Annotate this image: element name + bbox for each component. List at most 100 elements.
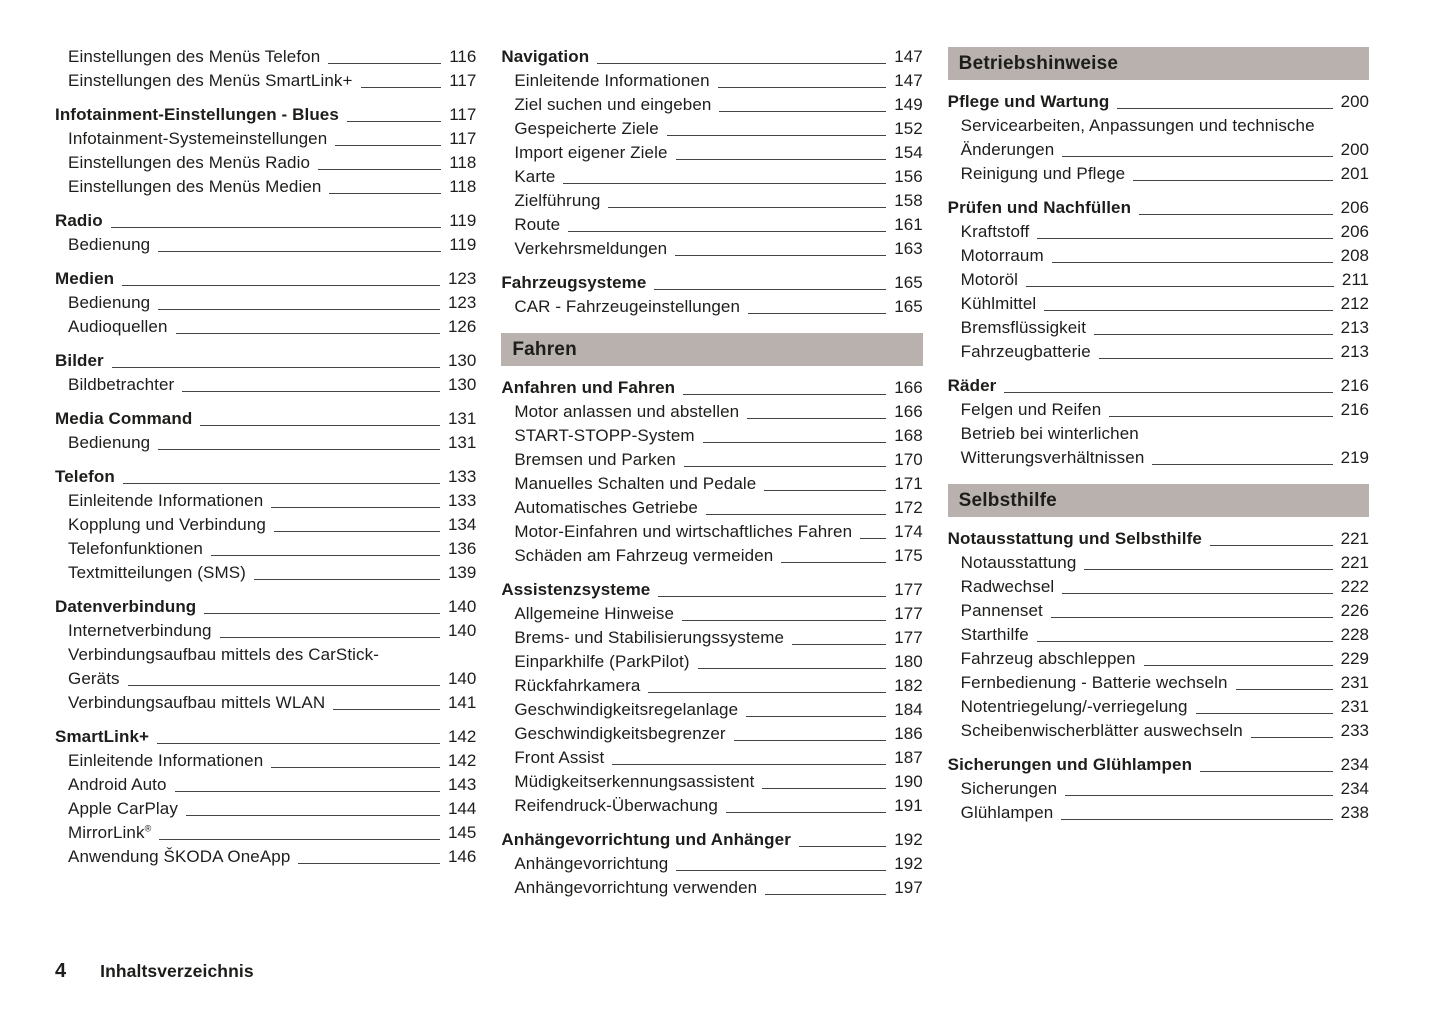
page-ref: 154 — [894, 143, 923, 162]
leader-line — [1050, 617, 1333, 618]
toc-entry-sub: Änderungen 200 — [948, 138, 1369, 162]
leader-line — [697, 668, 887, 669]
toc-entry-sub: Ziel suchen und eingeben 149 — [501, 93, 922, 117]
leader-line — [608, 207, 887, 208]
page-ref: 234 — [1340, 755, 1369, 774]
page-ref: 216 — [1340, 376, 1369, 395]
toc-entry-sub: Bildbetrachter 130 — [55, 373, 476, 397]
toc-entry-label: Einstellungen des Menüs Telefon — [68, 47, 321, 66]
leader-line — [702, 442, 887, 443]
leader-line — [1065, 795, 1333, 796]
page-ref: 118 — [449, 177, 477, 196]
toc-entry-sub: Textmitteilungen (SMS) 139 — [55, 561, 476, 585]
toc-entry-sub: Import eigener Ziele 154 — [501, 141, 922, 165]
toc-entry-wrapped: Betrieb bei winterlichen Witterungsverhäl… — [948, 422, 1369, 470]
leader-line — [318, 169, 442, 170]
section-header-label: Selbsthilfe — [958, 490, 1057, 511]
page-ref: 140 — [447, 597, 477, 616]
leader-line — [748, 313, 887, 314]
toc-entry-sub: Anwendung ŠKODA OneApp 146 — [55, 845, 476, 869]
page-ref: 238 — [1340, 803, 1369, 822]
page-ref: 221 — [1340, 553, 1369, 572]
page-ref: 177 — [894, 628, 923, 647]
toc-entry-label: Bedienung — [68, 293, 151, 312]
leader-line — [612, 764, 887, 765]
leader-line — [175, 333, 440, 334]
leader-line — [1004, 392, 1333, 393]
toc-entry-label: SmartLink+ — [55, 727, 150, 746]
toc-entry-label: Starthilfe — [960, 625, 1029, 644]
leader-line — [1209, 545, 1333, 546]
toc-entry-label: Apple CarPlay — [68, 799, 178, 818]
leader-line — [335, 145, 442, 146]
toc-entry-sub: Einleitende Informationen 147 — [501, 69, 922, 93]
toc-entry-sub: Bremsflüssigkeit 213 — [948, 316, 1369, 340]
leader-line — [1139, 214, 1333, 215]
toc-entry-label: Brems- und Stabilisierungssysteme — [514, 628, 785, 647]
toc-entry-main: Pflege und Wartung 200 — [948, 90, 1369, 114]
toc-entry-label: Bedienung — [68, 433, 151, 452]
leader-line — [682, 620, 887, 621]
toc-entry-sub: Fahrzeug abschleppen 229 — [948, 647, 1369, 671]
toc-entry-main: Navigation 147 — [501, 45, 922, 69]
page-ref: 170 — [894, 450, 923, 469]
toc-entry-label: Media Command — [55, 409, 193, 428]
page-ref: 147 — [894, 71, 923, 90]
page-ref: 177 — [894, 580, 923, 599]
leader-line — [798, 846, 887, 847]
leader-line — [747, 418, 887, 419]
section-header: Betriebshinweise — [947, 47, 1369, 80]
toc-entry-label: Rückfahrkamera — [514, 676, 641, 695]
toc-entry-label: Einparkhilfe (ParkPilot) — [514, 652, 690, 671]
page-ref: 119 — [449, 211, 477, 230]
page-ref: 233 — [1340, 721, 1369, 740]
leader-line — [122, 285, 440, 286]
page-ref: 180 — [894, 652, 923, 671]
leader-line — [1051, 262, 1333, 263]
toc-entry-main: Assistenzsysteme 177 — [501, 578, 922, 602]
leader-line — [683, 394, 887, 395]
toc-entry-sub: Motoröl 211 — [948, 268, 1369, 292]
toc-entry-label: Telefon — [55, 467, 115, 486]
toc-entry-sub: Audioquellen 126 — [55, 315, 476, 339]
toc-entry-label: Notausstattung und Selbsthilfe — [947, 529, 1202, 548]
toc-entry-sub: Motor anlassen und abstellen 166 — [501, 400, 922, 424]
leader-line — [1062, 593, 1333, 594]
toc-entry-sub: Reifendruck-Überwachung 191 — [501, 794, 922, 818]
toc-entry-label: Fernbedienung - Batterie wechseln — [960, 673, 1228, 692]
page-ref: 172 — [894, 498, 923, 517]
page-ref: 141 — [447, 693, 477, 712]
toc-entry-label: Anwendung ŠKODA OneApp — [68, 847, 291, 866]
leader-line — [563, 183, 887, 184]
page-ref: 119 — [449, 235, 477, 254]
leader-line — [110, 227, 442, 228]
toc-entry-label: Import eigener Ziele — [514, 143, 668, 162]
leader-line — [1036, 641, 1333, 642]
toc-entry-label: Kopplung und Verbindung — [68, 515, 266, 534]
toc-entry-label: Internetverbindung — [68, 621, 212, 640]
toc-entry-label: Front Assist — [514, 748, 605, 767]
toc-entry-label: Infotainment-Einstellungen - Blues — [55, 105, 339, 124]
page-ref: 213 — [1340, 342, 1369, 361]
toc-entry-sub: Gespeicherte Ziele 152 — [501, 117, 922, 141]
page-ref: 123 — [447, 293, 477, 312]
toc-entry-sub: Glühlampen 238 — [948, 801, 1369, 825]
page-ref: 171 — [894, 474, 923, 493]
toc-entry-sub: Einstellungen des Menüs Radio 118 — [55, 151, 476, 175]
toc-column-1: Einstellungen des Menüs Telefon 116 Einste… — [55, 45, 476, 900]
section-header: Fahren — [501, 333, 923, 366]
leader-line — [658, 596, 887, 597]
toc-entry-main: Datenverbindung 140 — [55, 595, 476, 619]
leader-line — [182, 391, 440, 392]
toc-entry-label: Karte — [514, 167, 556, 186]
toc-column-2: Navigation 147 Einleitende Informationen 14… — [501, 45, 923, 900]
toc-entry-label: Einleitende Informationen — [514, 71, 710, 90]
toc-entry-label: Geschwindigkeitsbegrenzer — [514, 724, 726, 743]
leader-line — [346, 121, 442, 122]
registered-trademark-symbol: ® — [144, 823, 152, 834]
leader-line — [1133, 180, 1333, 181]
page-ref: 213 — [1340, 318, 1369, 337]
toc-entry-sub: Fahrzeugbatterie 213 — [948, 340, 1369, 364]
toc-entry-wrapped: Verbindungsaufbau mittels des CarStick- G… — [55, 643, 476, 691]
page-ref: 134 — [447, 515, 477, 534]
